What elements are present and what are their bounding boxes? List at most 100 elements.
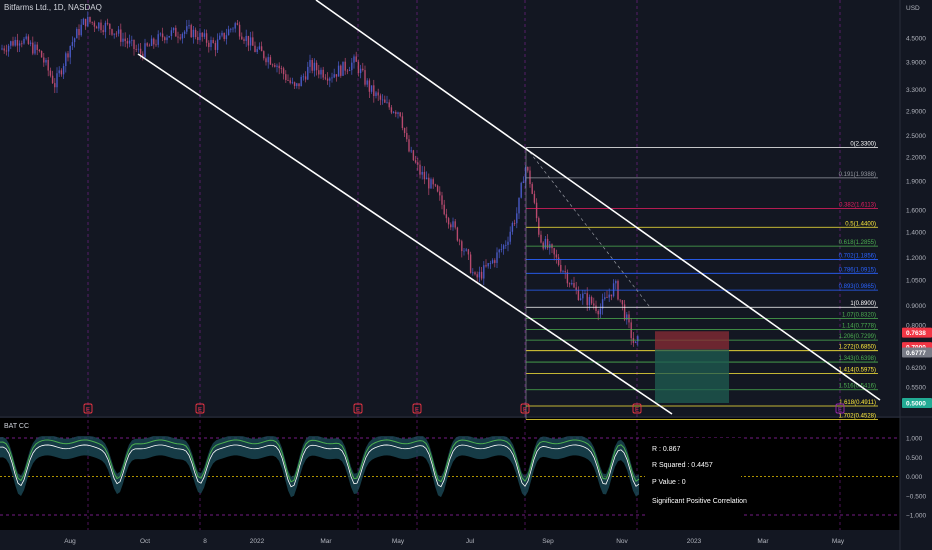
- candle-body: [357, 61, 360, 74]
- candle-body: [520, 182, 522, 198]
- earnings-marker: [632, 403, 642, 414]
- candle-body: [560, 264, 562, 272]
- fib-level-label: 1.414(0.5975): [839, 367, 876, 373]
- candle-body: [428, 177, 430, 189]
- candle-body: [309, 60, 311, 67]
- candle-body: [366, 80, 368, 85]
- candle-body: [45, 59, 47, 63]
- candle-body: [439, 191, 441, 196]
- price-badge-label: 0.6777: [906, 350, 926, 357]
- price-badge-label: 0.5000: [906, 401, 926, 408]
- candle-body: [606, 297, 608, 299]
- price-axis-tick: 3.3000: [906, 87, 926, 94]
- candle-body: [458, 240, 461, 242]
- candle-body: [485, 265, 487, 267]
- candle-body: [98, 22, 100, 29]
- candle-body: [467, 249, 470, 255]
- candle-body: [410, 150, 412, 152]
- candle-body: [597, 310, 599, 315]
- candle-body: [584, 293, 586, 295]
- candle-body: [32, 42, 34, 54]
- candle-body: [524, 166, 527, 182]
- indicator-axis-tick: 0.500: [906, 455, 923, 462]
- candle-body: [144, 43, 146, 58]
- indicator-axis-tick: −0.500: [906, 493, 926, 500]
- candle-body: [241, 36, 243, 40]
- candle-body: [170, 30, 173, 37]
- candle-body: [287, 80, 289, 81]
- candle-body: [131, 39, 133, 41]
- candle-body: [509, 231, 511, 242]
- candle-body: [76, 29, 78, 39]
- candle-body: [188, 25, 190, 27]
- candle-body: [430, 179, 432, 189]
- candle-body: [62, 66, 65, 75]
- candle-body: [590, 297, 593, 304]
- candle-body: [564, 271, 566, 273]
- candle-body: [593, 303, 595, 306]
- indicator-title: BAT CC: [4, 423, 30, 430]
- candle-body: [18, 43, 21, 46]
- candle-body: [555, 254, 558, 258]
- candle-body: [38, 49, 41, 51]
- candle-body: [216, 39, 219, 50]
- fib-level-label: 1.14(0.7778): [842, 324, 876, 330]
- price-axis-tick: 0.9000: [906, 303, 926, 310]
- candle-body: [483, 265, 485, 279]
- candle-body: [16, 39, 19, 46]
- candle-body: [425, 177, 428, 180]
- candle-body: [513, 223, 516, 224]
- candle-body: [637, 336, 639, 342]
- price-axis-tick: 2.2000: [906, 154, 926, 161]
- candle-body: [307, 66, 309, 80]
- candle-body: [238, 24, 241, 37]
- candle-body: [252, 37, 254, 46]
- stat-r: R : 0.867: [652, 446, 681, 453]
- candle-body: [205, 33, 208, 43]
- candle-body: [225, 35, 228, 40]
- candle-body: [177, 36, 179, 38]
- candle-body: [93, 22, 96, 27]
- candle-body: [219, 35, 221, 40]
- currency-label: USD: [906, 5, 920, 12]
- candle-body: [197, 37, 199, 40]
- candle-body: [142, 53, 144, 58]
- candle-body: [280, 68, 283, 69]
- candle-body: [3, 48, 5, 51]
- candle-body: [579, 298, 582, 300]
- candle-body: [406, 132, 408, 140]
- candle-body: [133, 39, 135, 50]
- candle-body: [91, 21, 93, 23]
- candle-body: [126, 41, 129, 44]
- candle-body: [476, 274, 478, 278]
- candle-body: [465, 249, 467, 251]
- candle-body: [494, 260, 496, 263]
- candle-body: [507, 241, 509, 245]
- price-axis-tick: 1.0500: [906, 277, 926, 284]
- candle-body: [146, 43, 148, 46]
- candle-body: [260, 46, 263, 52]
- fibonacci-retracement: 0(2.3300) 0.191(1.9388) 0.382(1.6113) 0.5(1…: [525, 141, 878, 420]
- candle-body: [601, 299, 604, 309]
- candle-body: [73, 38, 76, 43]
- fib-trend-line: [525, 147, 651, 308]
- candle-body: [122, 38, 124, 42]
- price-axis-tick: 2.9000: [906, 108, 926, 115]
- candle-body: [353, 56, 355, 63]
- candle-body: [212, 39, 214, 44]
- fib-level-label: 0.786(1.0915): [839, 267, 876, 273]
- candle-body: [553, 248, 555, 255]
- candle-body: [111, 29, 113, 35]
- candle-body: [540, 234, 542, 243]
- indicator-axis-tick: 1.000: [906, 436, 923, 443]
- earnings-marker: [83, 403, 93, 414]
- candle-body: [489, 263, 492, 264]
- candle-body: [289, 80, 291, 83]
- candle-body: [370, 85, 373, 92]
- long-position-profit-zone: [655, 349, 729, 403]
- candle-body: [472, 272, 474, 274]
- earnings-marker: [195, 403, 205, 414]
- stat-verdict: Significant Positive Correlation: [652, 498, 747, 505]
